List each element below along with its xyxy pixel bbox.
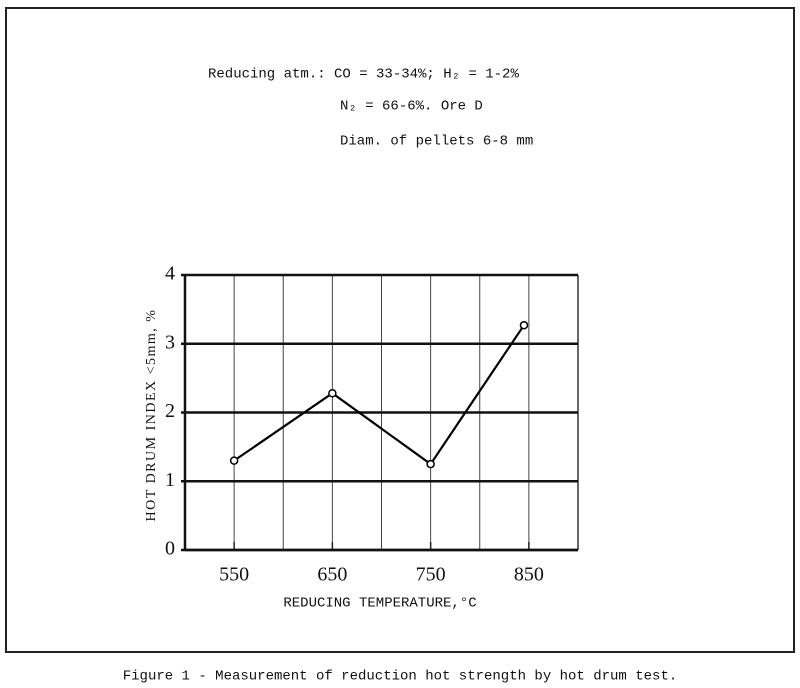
x-tick-label: 550 <box>219 564 249 586</box>
y-tick-label: 2 <box>165 400 175 422</box>
annotation: Reducing atm.: CO = 33-34%; H₂ = 1-2% <box>208 67 519 83</box>
y-axis-label: HOT DRUM INDEX <5mm, % <box>144 309 159 522</box>
x-tick-label: 850 <box>514 564 544 586</box>
y-tick-label: 3 <box>165 331 175 353</box>
y-tick-label: 0 <box>165 538 175 560</box>
point <box>328 389 337 398</box>
x-axis-label: REDUCING TEMPERATURE,°C <box>283 596 476 612</box>
annotation: Diam. of pellets 6-8 mm <box>340 134 533 150</box>
line <box>233 324 525 466</box>
point <box>519 320 529 330</box>
point <box>426 459 435 469</box>
caption: Figure 1 - Measurement of reduction hot … <box>123 669 678 685</box>
frame <box>5 7 795 653</box>
x-tick-label: 750 <box>416 564 446 586</box>
y-tick-label: 4 <box>165 263 175 285</box>
point <box>229 456 239 465</box>
y-tick-label: 1 <box>165 469 175 491</box>
annotation: N₂ = 66-6%. Ore D <box>340 99 483 115</box>
x-tick-label: 650 <box>317 564 347 586</box>
